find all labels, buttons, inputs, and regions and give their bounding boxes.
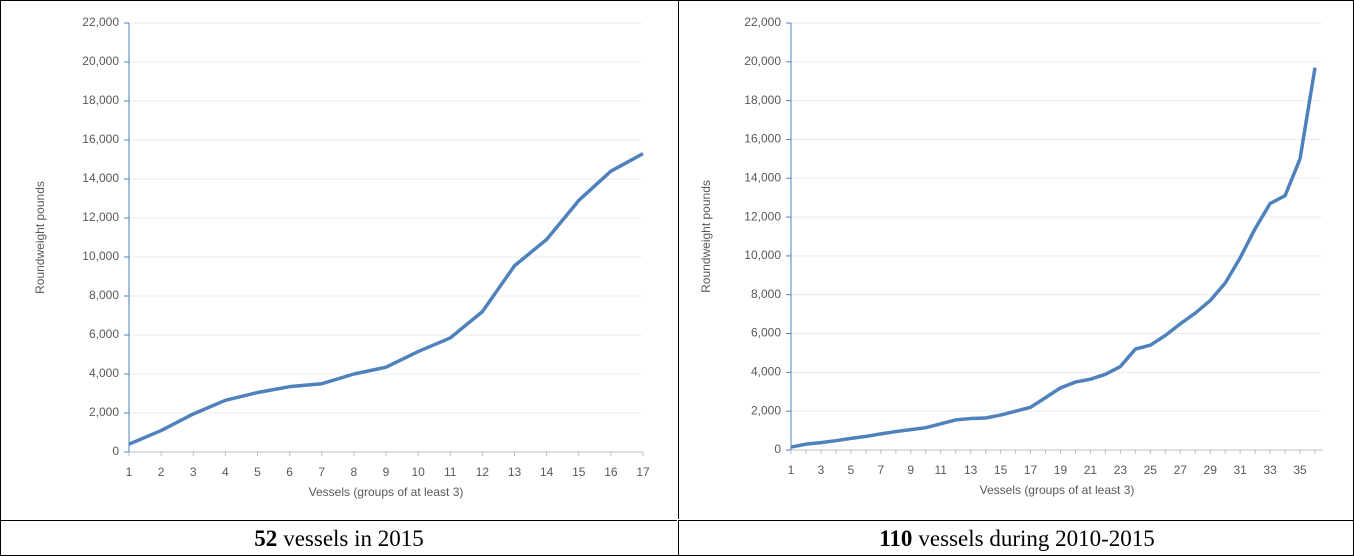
x-tick-label: 1 (126, 465, 133, 479)
y-tick-label: 12,000 (744, 209, 781, 223)
y-tick-label: 18,000 (744, 93, 781, 107)
x-tick-label: 31 (1233, 463, 1247, 477)
x-tick-label: 3 (818, 463, 825, 477)
y-tick-label: 4,000 (751, 365, 781, 379)
y-tick-label: 14,000 (82, 171, 119, 185)
y-tick-label: 6,000 (89, 327, 119, 341)
caption: 110 vessels during 2010-2015 (678, 520, 1353, 555)
y-tick-label: 16,000 (82, 132, 119, 146)
y-tick-label: 2,000 (751, 403, 781, 417)
y-tick-label: 10,000 (82, 249, 119, 263)
caption-text: vessels in 2015 (283, 526, 424, 551)
x-tick-label: 11 (444, 465, 457, 479)
x-tick-label: 2 (158, 465, 165, 479)
x-tick-label: 4 (222, 465, 229, 479)
y-tick-label: 18,000 (82, 93, 119, 107)
caption-text: vessels during 2010-2015 (918, 526, 1155, 551)
x-tick-label: 7 (877, 463, 884, 477)
x-tick-label: 33 (1263, 463, 1277, 477)
y-tick-label: 0 (112, 444, 119, 458)
data-line (128, 152, 644, 446)
x-tick-label: 3 (190, 465, 197, 479)
x-tick-label: 15 (572, 465, 586, 479)
y-tick-label: 10,000 (744, 248, 781, 262)
x-tick-label: 35 (1293, 463, 1307, 477)
x-tick-label: 19 (1054, 463, 1068, 477)
x-tick-label: 21 (1084, 463, 1098, 477)
caption-number: 110 (879, 526, 913, 551)
y-tick-label: 12,000 (82, 210, 119, 224)
x-tick-label: 6 (286, 465, 293, 479)
caption-number: 52 (254, 526, 278, 551)
x-tick-label: 5 (848, 463, 855, 477)
chart: 0 2,000 4,000 6,000 8,000 10,000 12,000 14,000 1… (33, 15, 650, 499)
y-tick-label: 8,000 (751, 287, 781, 301)
y-tick-label: 0 (774, 442, 781, 456)
x-tick-label: 13 (508, 465, 522, 479)
x-tick-label: 7 (318, 465, 325, 479)
y-tick-label: 14,000 (744, 170, 781, 184)
x-tick-label: 25 (1144, 463, 1158, 477)
x-tick-label: 17 (636, 465, 650, 479)
x-tick-label: 27 (1174, 463, 1188, 477)
x-tick-label: 9 (907, 463, 914, 477)
x-tick-label: 12 (476, 465, 490, 479)
x-tick-label: 1 (788, 463, 795, 477)
y-tick-label: 2,000 (89, 405, 119, 419)
caption: 52 vessels in 2015 (1, 520, 677, 555)
y-tick-label: 4,000 (89, 366, 119, 380)
x-axis-title: Vessels (groups of at least 3) (309, 485, 464, 499)
y-tick-label: 22,000 (744, 15, 781, 29)
y-tick-label: 20,000 (744, 54, 781, 68)
x-tick-label: 11 (934, 463, 947, 477)
x-tick-label: 13 (964, 463, 978, 477)
chart-cell: 0 2,000 4,000 6,000 8,000 10,000 12,000 14,000 1… (678, 1, 1353, 519)
data-line (790, 67, 1317, 449)
y-axis-title: Roundweight pounds (699, 180, 713, 293)
x-tick-label: 5 (254, 465, 261, 479)
chart: 0 2,000 4,000 6,000 8,000 10,000 12,000 14,000 1… (699, 15, 1323, 497)
x-tick-label: 29 (1204, 463, 1218, 477)
y-tick-label: 20,000 (82, 54, 119, 68)
x-tick-label: 15 (994, 463, 1008, 477)
chart-cell: 0 2,000 4,000 6,000 8,000 10,000 12,000 14,000 1… (1, 1, 677, 519)
x-tick-label: 23 (1114, 463, 1128, 477)
x-tick-label: 16 (604, 465, 618, 479)
y-tick-label: 6,000 (751, 326, 781, 340)
x-tick-label: 10 (411, 465, 425, 479)
x-axis-title: Vessels (groups of at least 3) (980, 483, 1135, 497)
x-tick-label: 14 (540, 465, 554, 479)
x-tick-label: 8 (351, 465, 358, 479)
y-axis-title: Roundweight pounds (33, 181, 47, 294)
y-tick-label: 22,000 (82, 15, 119, 29)
y-tick-label: 16,000 (744, 132, 781, 146)
x-tick-label: 17 (1024, 463, 1038, 477)
x-tick-label: 9 (383, 465, 390, 479)
y-tick-label: 8,000 (89, 288, 119, 302)
